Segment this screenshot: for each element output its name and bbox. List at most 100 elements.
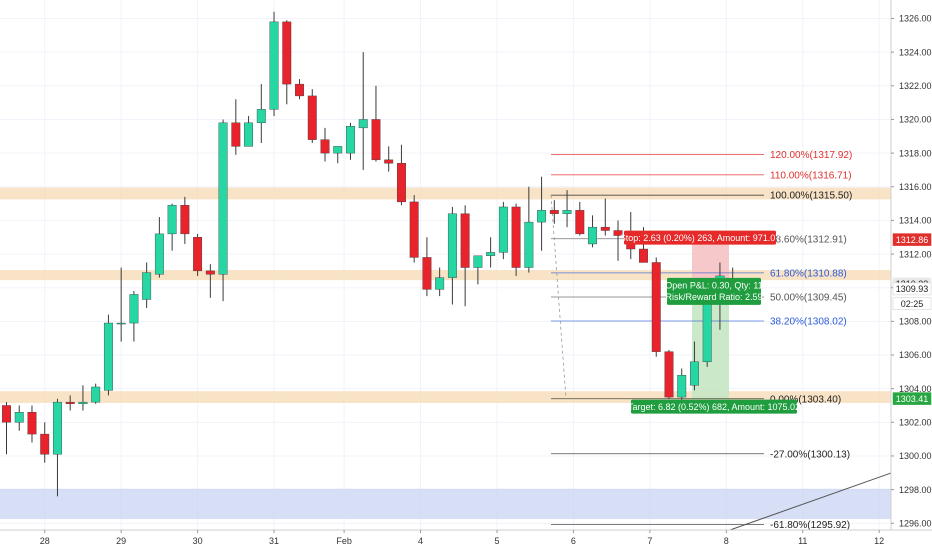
candle-body bbox=[486, 252, 496, 256]
target-label: Target: 6.82 (0.52%) 682, Amount: 1075.0… bbox=[628, 399, 800, 414]
candle-body bbox=[549, 210, 559, 214]
candle-body bbox=[346, 125, 355, 154]
candle-body bbox=[269, 21, 279, 110]
candle-body bbox=[651, 262, 661, 352]
candle-body bbox=[600, 226, 610, 231]
candle-body bbox=[473, 255, 483, 268]
candle-body bbox=[396, 163, 406, 203]
candle-body bbox=[409, 201, 419, 258]
candlestick-series bbox=[2, 11, 738, 497]
candle-body bbox=[231, 122, 241, 147]
fib-level-label: 100.00%(1315.50) bbox=[770, 191, 852, 202]
stop-label-bg bbox=[624, 230, 776, 245]
price-badge-bg bbox=[892, 392, 932, 405]
y-tick-label: 1300.00 bbox=[899, 451, 932, 461]
y-tick-label: 1324.00 bbox=[899, 47, 932, 57]
fib-level-label: 120.00%(1317.92) bbox=[770, 150, 852, 161]
candle-body bbox=[2, 405, 11, 423]
trend-line[interactable] bbox=[729, 472, 892, 531]
y-tick-label: 1326.00 bbox=[899, 14, 932, 24]
candle-body bbox=[27, 412, 37, 435]
y-tick-label: 1296.00 bbox=[899, 518, 932, 528]
x-tick-label: 4 bbox=[418, 536, 423, 546]
candle-body bbox=[511, 206, 521, 268]
candle-body bbox=[371, 119, 381, 161]
price-badge: 1309.93 bbox=[892, 282, 932, 296]
candle-body bbox=[677, 375, 687, 398]
candle-body bbox=[498, 206, 508, 253]
candle-body bbox=[690, 361, 699, 386]
candle-body bbox=[333, 146, 343, 154]
candle-body bbox=[142, 272, 152, 300]
candle-body bbox=[295, 83, 304, 97]
price-zone bbox=[0, 187, 891, 200]
x-tick-label: 11 bbox=[798, 536, 807, 546]
fib-level-label: -27.00%(1300.13) bbox=[770, 449, 850, 460]
x-tick-label: 28 bbox=[40, 536, 50, 546]
candle-body bbox=[40, 433, 50, 455]
y-tick-label: 1308.00 bbox=[899, 317, 932, 327]
x-tick-label: Feb bbox=[336, 536, 352, 546]
candle-body bbox=[384, 159, 394, 164]
candle-body bbox=[282, 21, 292, 85]
candle-body bbox=[588, 226, 597, 245]
pnl-label: Open P&L: 0.30, Qty: 11 Risk/Reward Ratio… bbox=[665, 277, 763, 305]
support-resistance-zones bbox=[0, 187, 891, 520]
rr-text: Risk/Reward Ratio: 2.59 bbox=[665, 292, 762, 302]
candle-body bbox=[180, 205, 190, 235]
position-labels: Stop: 2.63 (0.20%) 263, Amount: 971.07 Ta… bbox=[620, 230, 800, 414]
x-tick-label: 29 bbox=[116, 536, 126, 546]
fib-level-label: 61.80%(1310.88) bbox=[770, 268, 847, 279]
x-tick-label: 5 bbox=[494, 536, 499, 546]
y-tick-label: 1318.00 bbox=[899, 148, 932, 158]
stop-label: Stop: 2.63 (0.20%) 263, Amount: 971.07 bbox=[620, 230, 781, 245]
candle-body bbox=[129, 294, 139, 324]
fib-level-label: -61.80%(1295.92) bbox=[770, 520, 850, 531]
x-tick-label: 7 bbox=[647, 536, 652, 546]
candle-body bbox=[562, 210, 572, 214]
fib-anchor-line bbox=[550, 195, 567, 399]
fib-level-label: 38.20%(1308.02) bbox=[770, 317, 847, 328]
candle-body bbox=[103, 322, 113, 391]
candle-body bbox=[205, 270, 215, 275]
candle-body bbox=[524, 221, 534, 268]
x-tick-label: 12 bbox=[874, 536, 884, 546]
fib-level-label: 0.00%(1303.40) bbox=[770, 394, 841, 405]
price-badge-bg bbox=[892, 282, 932, 296]
x-tick-label: 30 bbox=[193, 536, 203, 546]
candle-body bbox=[78, 401, 88, 405]
y-tick-label: 1322.00 bbox=[899, 81, 932, 91]
y-tick-label: 1314.00 bbox=[899, 216, 932, 226]
y-axis-panel bbox=[891, 0, 932, 550]
fib-level-label: 78.60%(1312.91) bbox=[770, 234, 847, 245]
fib-level-label: 50.00%(1309.45) bbox=[770, 292, 847, 303]
price-badge-bg bbox=[892, 297, 932, 310]
fib-level-label: 110.00%(1316.71) bbox=[770, 170, 852, 181]
candle-body bbox=[218, 122, 228, 275]
pnl-text: Open P&L: 0.30, Qty: 11 bbox=[665, 280, 762, 290]
candle-body bbox=[435, 277, 445, 290]
candle-body bbox=[422, 257, 432, 290]
price-badge: 1312.86 bbox=[892, 233, 932, 246]
x-tick-label: 8 bbox=[724, 536, 729, 546]
candle-body bbox=[320, 139, 330, 154]
candle-body bbox=[460, 213, 470, 268]
candle-body bbox=[256, 109, 266, 124]
candle-body bbox=[307, 95, 317, 140]
price-badge-bg bbox=[892, 233, 932, 246]
target-label-bg bbox=[631, 399, 797, 414]
candle-body bbox=[664, 351, 674, 398]
price-zone bbox=[0, 270, 891, 281]
candle-body bbox=[167, 205, 177, 235]
candle-body bbox=[537, 210, 547, 223]
candle-body bbox=[639, 248, 648, 263]
price-badge-text: 1303.41 bbox=[896, 394, 929, 404]
price-badge-text: 1309.93 bbox=[896, 284, 929, 294]
candle-body bbox=[575, 210, 585, 235]
price-zone bbox=[0, 488, 891, 520]
price-badge-text: 02:25 bbox=[901, 299, 924, 309]
stop-label-text: Stop: 2.63 (0.20%) 263, Amount: 971.07 bbox=[620, 233, 781, 243]
candle-body bbox=[702, 299, 712, 362]
